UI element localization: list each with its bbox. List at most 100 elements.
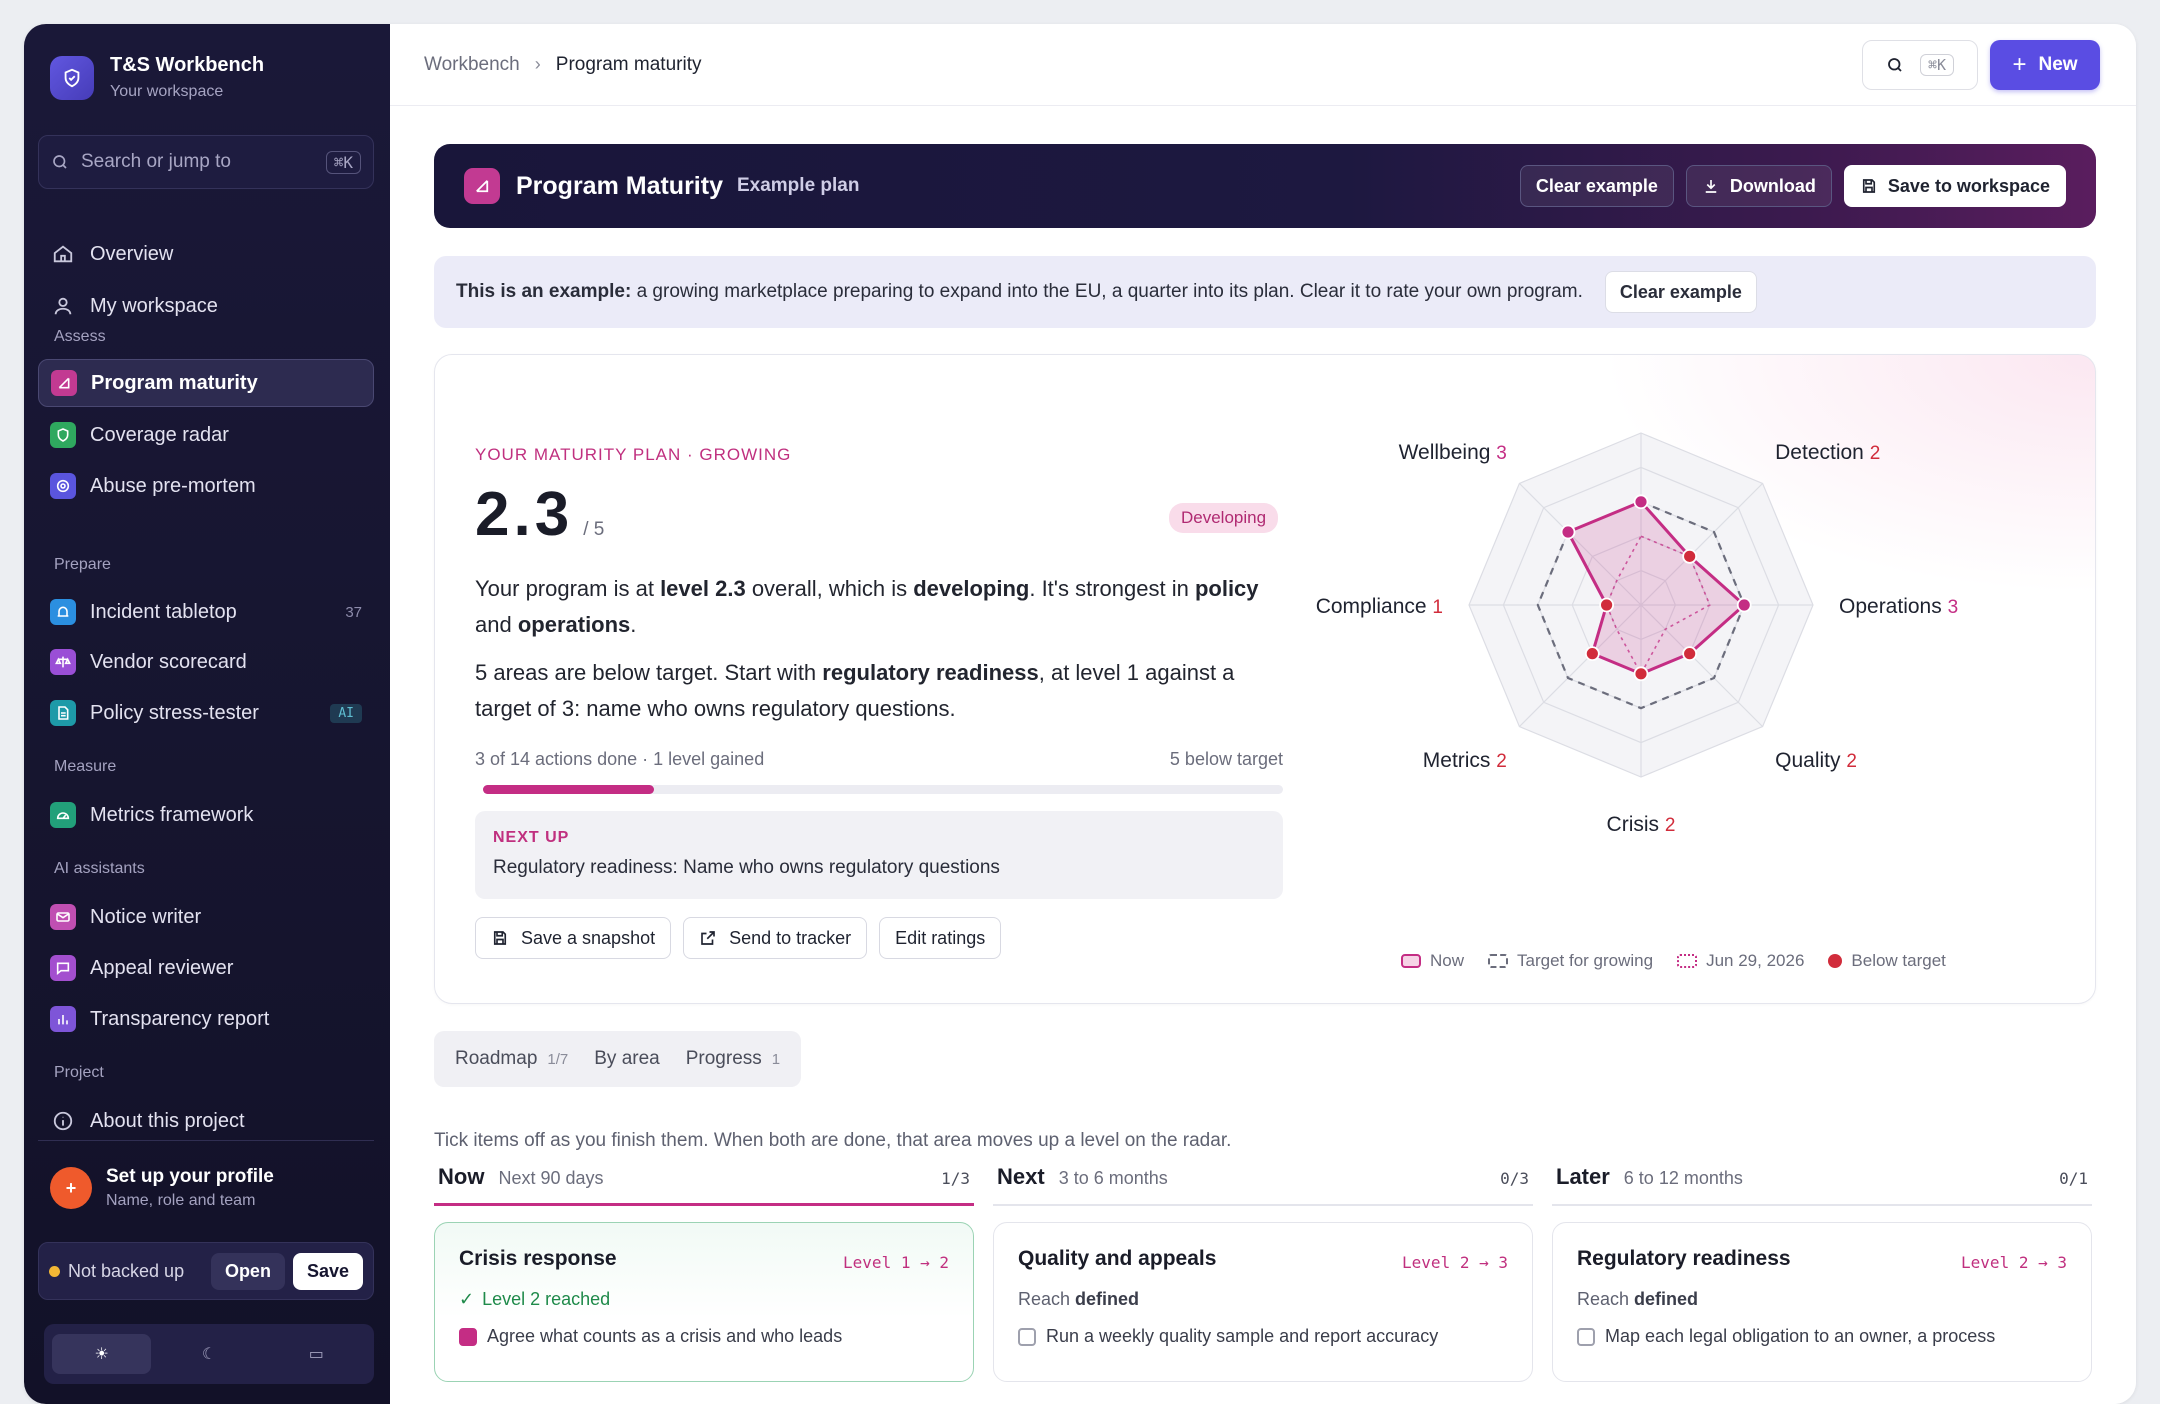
task-status: ✓ Level 2 reached	[459, 1289, 949, 1310]
text: , at level 1 against a target of 3: name…	[475, 660, 1235, 721]
task-card[interactable]: Regulatory readiness Level 2 → 3 Reach d…	[1552, 1222, 2092, 1382]
clear-example-button[interactable]: Clear example	[1519, 165, 1674, 207]
profile-title: Set up your profile	[106, 1166, 274, 1187]
axis-name: Crisis	[1607, 813, 1665, 836]
sidebar-item-about-project[interactable]: About this project	[38, 1097, 374, 1145]
sidebar-item-label: About this project	[90, 1109, 245, 1132]
radar-point	[1633, 494, 1649, 510]
radar-spoke	[1640, 604, 1764, 728]
sidebar-item-abuse-premortem[interactable]: Abuse pre-mortem	[38, 462, 374, 510]
radar-point	[1682, 646, 1698, 662]
edit-ratings-button[interactable]: Edit ratings	[879, 917, 1002, 959]
text: overall, which is	[745, 576, 914, 601]
task-item[interactable]: Map each legal obligation to an owner, a…	[1577, 1326, 2067, 1347]
new-button[interactable]: + New	[1990, 40, 2100, 90]
moon-icon[interactable]: ☾	[201, 1346, 217, 1363]
sidebar-item-appeal-reviewer[interactable]: Appeal reviewer	[38, 944, 374, 992]
sidebar-item-label: Policy stress-tester	[90, 701, 259, 724]
legend-label: Now	[1430, 951, 1465, 970]
plan-kicker: YOUR MATURITY PLAN · GROWING	[475, 445, 792, 464]
checkbox[interactable]	[1577, 1327, 1595, 1346]
radar-point	[1736, 597, 1752, 613]
tab-label: Roadmap	[455, 1048, 538, 1069]
task-card[interactable]: Crisis response Level 1 → 2 ✓ Level 2 rea…	[434, 1222, 974, 1382]
page-subtitle: Example plan	[736, 175, 860, 196]
profile-setup[interactable]: + Set up your profile Name, role and tea…	[50, 1166, 274, 1210]
sidebar: T&S Workbench Your workspace Search or j…	[24, 24, 390, 1404]
download-icon	[1705, 180, 1717, 193]
sidebar-item-coverage-radar[interactable]: Coverage radar	[38, 411, 374, 459]
task-reach: Reach defined	[1018, 1289, 1508, 1310]
sidebar-search-input[interactable]: Search or jump to ⌘K	[38, 135, 374, 189]
profile-subtitle: Name, role and team	[106, 1192, 256, 1209]
tab-by-area[interactable]: By area	[581, 1037, 672, 1081]
save-to-workspace-button[interactable]: Save to workspace	[1843, 165, 2066, 207]
tab-roadmap[interactable]: Roadmap 1/7	[442, 1037, 581, 1081]
maturity-icon	[51, 370, 77, 396]
column-header: Now Next 90 days 1/3	[434, 1164, 974, 1206]
sidebar-item-my-workspace[interactable]: My workspace	[38, 282, 374, 330]
search-button[interactable]: ⌘K	[1862, 40, 1978, 90]
column-title: Later	[1556, 1164, 1610, 1189]
text: . It's strongest in	[1029, 576, 1195, 601]
axis-value: 3	[1948, 597, 1959, 618]
progress-bar	[483, 785, 1283, 794]
sun-icon[interactable]: ☀	[52, 1334, 152, 1374]
home-icon	[50, 241, 76, 267]
backup-label: Not backed up	[68, 1260, 185, 1281]
summary-paragraph: Your program is at level 2.3 overall, wh…	[475, 571, 1283, 643]
reach-label: Reach	[1577, 1289, 1630, 1309]
task-item[interactable]: Run a weekly quality sample and report a…	[1018, 1326, 1508, 1347]
chat-icon	[50, 955, 76, 981]
gauge-icon	[50, 802, 76, 828]
maturity-score: 2.3 / 5	[475, 479, 604, 550]
section-prepare: Prepare	[54, 556, 111, 573]
column-subtitle: 3 to 6 months	[1058, 1168, 1168, 1188]
bar-chart-icon	[50, 1006, 76, 1032]
task-item-label: Agree what counts as a crisis and who le…	[487, 1326, 843, 1346]
score-value: 2.3	[475, 480, 574, 549]
next-up-kicker: NEXT UP	[493, 829, 570, 846]
axis-label: Metrics 2	[1423, 749, 1507, 772]
brand[interactable]: T&S Workbench Your workspace	[50, 54, 264, 101]
checkbox[interactable]	[1018, 1327, 1036, 1346]
text-strong: policy	[1194, 576, 1259, 601]
axis-value: 2	[1846, 751, 1857, 772]
text: and	[475, 612, 518, 637]
save-button[interactable]: Save	[292, 1252, 363, 1290]
axis-value: 2	[1870, 443, 1881, 464]
clear-example-button[interactable]: Clear example	[1604, 271, 1757, 313]
task-item[interactable]: Agree what counts as a crisis and who le…	[459, 1326, 949, 1347]
sidebar-item-notice-writer[interactable]: Notice writer	[38, 893, 374, 941]
legend-label: Below target	[1851, 951, 1946, 970]
sidebar-item-label: Program maturity	[91, 371, 258, 394]
brand-title: T&S Workbench	[110, 54, 265, 76]
sidebar-item-label: Appeal reviewer	[90, 956, 234, 979]
series-snapshot-line	[1605, 535, 1711, 676]
sidebar-item-policy-stress-tester[interactable]: Policy stress-tester AI	[38, 689, 374, 737]
monitor-icon[interactable]: ▭	[308, 1346, 324, 1363]
column-title: Next	[997, 1164, 1045, 1189]
tab-progress[interactable]: Progress 1	[673, 1037, 793, 1081]
floppy-icon	[1862, 179, 1875, 193]
task-title: Regulatory readiness	[1577, 1247, 1791, 1270]
sidebar-item-vendor-scorecard[interactable]: Vendor scorecard	[38, 638, 374, 686]
sidebar-item-label: Coverage radar	[90, 423, 229, 446]
text-strong: developing	[913, 576, 1030, 601]
checkbox[interactable]	[459, 1327, 477, 1346]
save-snapshot-button[interactable]: Save a snapshot	[475, 917, 672, 959]
breadcrumb-root[interactable]: Workbench	[424, 53, 520, 75]
sidebar-item-transparency-report[interactable]: Transparency report	[38, 995, 374, 1043]
send-to-tracker-button[interactable]: Send to tracker	[683, 917, 868, 959]
open-button[interactable]: Open	[210, 1252, 285, 1290]
sidebar-item-incident-tabletop[interactable]: Incident tabletop 37	[38, 588, 374, 636]
sidebar-item-program-maturity[interactable]: Program maturity	[38, 359, 374, 407]
download-button[interactable]: Download	[1685, 165, 1832, 207]
sidebar-item-metrics-framework[interactable]: Metrics framework	[38, 791, 374, 839]
button-label: Save a snapshot	[521, 927, 656, 948]
task-card[interactable]: Quality and appeals Level 2 → 3 Reach de…	[993, 1222, 1533, 1382]
sidebar-item-overview[interactable]: Overview	[38, 230, 374, 278]
axis-label: Compliance 1	[1316, 595, 1443, 618]
search-icon	[53, 155, 67, 169]
